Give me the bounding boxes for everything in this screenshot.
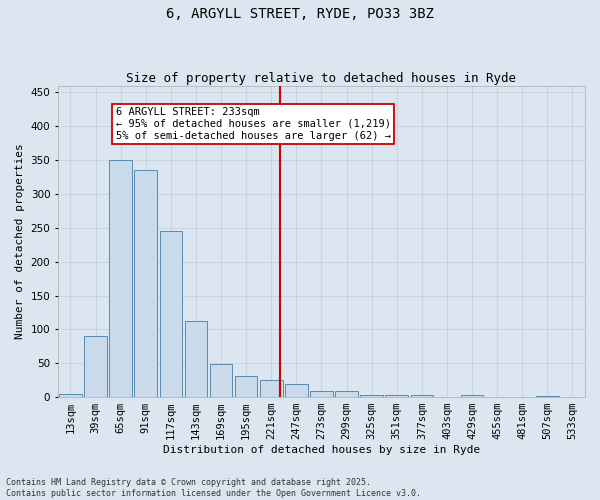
Text: 6, ARGYLL STREET, RYDE, PO33 3BZ: 6, ARGYLL STREET, RYDE, PO33 3BZ	[166, 8, 434, 22]
Title: Size of property relative to detached houses in Ryde: Size of property relative to detached ho…	[127, 72, 517, 85]
Text: 6 ARGYLL STREET: 233sqm
← 95% of detached houses are smaller (1,219)
5% of semi-: 6 ARGYLL STREET: 233sqm ← 95% of detache…	[116, 108, 391, 140]
Bar	[210, 364, 232, 397]
X-axis label: Distribution of detached houses by size in Ryde: Distribution of detached houses by size …	[163, 445, 480, 455]
Bar	[260, 380, 283, 397]
Bar	[160, 230, 182, 397]
Bar	[134, 170, 157, 397]
Bar	[109, 160, 132, 397]
Bar	[461, 395, 484, 397]
Bar	[361, 395, 383, 397]
Bar	[310, 391, 333, 397]
Bar	[385, 395, 408, 397]
Text: Contains HM Land Registry data © Crown copyright and database right 2025.
Contai: Contains HM Land Registry data © Crown c…	[6, 478, 421, 498]
Bar	[235, 376, 257, 397]
Bar	[410, 395, 433, 397]
Bar	[185, 322, 207, 397]
Bar	[536, 396, 559, 397]
Bar	[335, 391, 358, 397]
Bar	[285, 384, 308, 397]
Bar	[84, 336, 107, 397]
Y-axis label: Number of detached properties: Number of detached properties	[15, 144, 25, 339]
Bar	[59, 394, 82, 397]
